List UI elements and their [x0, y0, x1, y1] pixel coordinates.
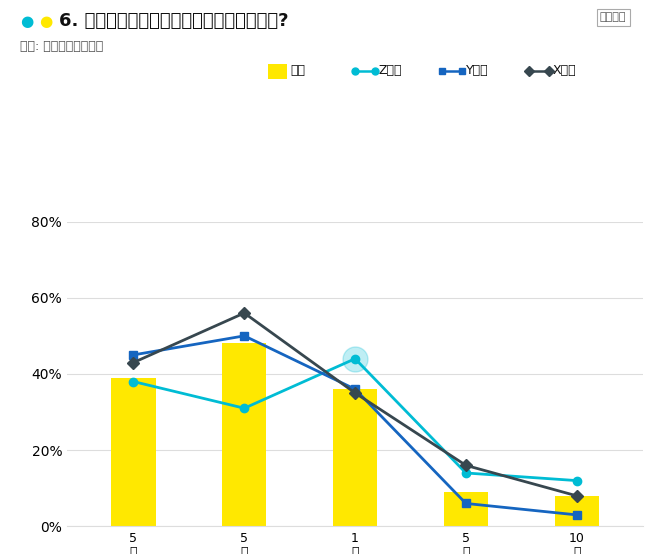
Text: X世代: X世代	[553, 64, 576, 78]
Text: 全体: 全体	[290, 64, 305, 78]
Text: ●: ●	[20, 14, 34, 29]
Bar	[555, 496, 599, 526]
Bar	[333, 389, 377, 526]
Text: 6. 後払い決済で購入したものの購入金額は?: 6. 後払い決済で購入したものの購入金額は?	[59, 12, 289, 30]
Text: ●: ●	[39, 14, 52, 29]
Bar	[444, 492, 488, 526]
Text: Y世代: Y世代	[466, 64, 488, 78]
Text: 複数回答: 複数回答	[600, 12, 626, 22]
Bar	[222, 343, 267, 526]
Text: 対象: 後払い決済利用者: 対象: 後払い決済利用者	[20, 40, 103, 53]
Text: Z世代: Z世代	[379, 64, 402, 78]
Bar	[111, 378, 155, 526]
